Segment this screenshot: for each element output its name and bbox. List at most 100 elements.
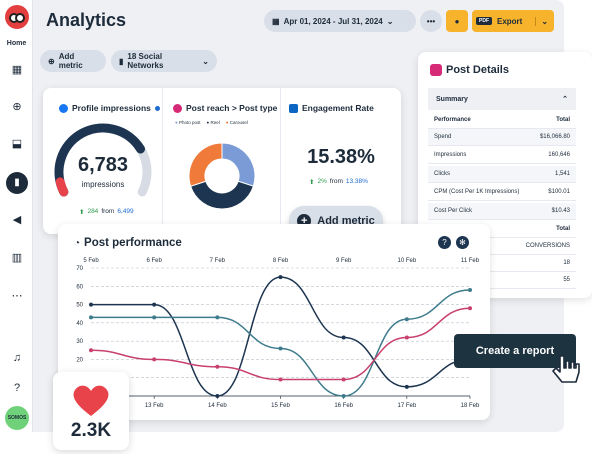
donut-slice — [188, 142, 223, 187]
bottom-tick-label: 18 Feb — [461, 403, 480, 409]
series-point — [215, 364, 220, 369]
top-tick-label: 6 Feb — [146, 258, 162, 264]
owl-logo[interactable] — [5, 5, 29, 29]
reach-donut — [188, 142, 256, 210]
engagement-from-value: 13.38% — [345, 178, 368, 185]
gauge-accent-arc — [55, 177, 69, 197]
help-icon[interactable]: ? — [438, 236, 451, 249]
reach-title: Post reach > Post type — [186, 103, 278, 113]
series-point — [341, 377, 346, 382]
bottom-tick-label: 14 Feb — [208, 403, 227, 409]
plus-circle-icon: ⊕ — [48, 56, 55, 66]
series-point — [468, 306, 472, 311]
plus-circle-icon[interactable]: ⊕ — [12, 101, 22, 113]
home-label[interactable]: Home — [6, 40, 27, 47]
extra-row-1: 18 — [428, 255, 576, 272]
bell-icon[interactable]: ♫ — [12, 352, 22, 364]
col-conversions: CONVERSIONS — [525, 243, 570, 249]
up-arrow-icon: ⬆ — [309, 179, 315, 186]
series-point — [89, 302, 93, 307]
sidebar: Home ▦ ⊕ ⬓ ▮ ◀ ▥ ⋯ ♫ ? SOMOS — [0, 0, 33, 432]
col-performance: Performance — [434, 117, 471, 123]
engagement-value: 15.38% — [307, 146, 375, 168]
instagram-icon — [430, 64, 442, 76]
reach-legend: ● Photo post ● Reel ● Carousel — [175, 120, 248, 125]
user-plus-icon: ● — [454, 16, 460, 26]
more-button[interactable]: ••• — [420, 10, 442, 32]
networks-filter[interactable]: ▮ 18 Social Networks ⌄ — [111, 50, 217, 72]
export-label: Export — [497, 16, 523, 26]
bar-chart-icon: ▮ — [119, 56, 124, 66]
summary-header[interactable]: Summary ⌃ — [428, 88, 576, 110]
legend-carousel: ● Carousel — [225, 120, 248, 125]
top-tick-label: 8 Feb — [273, 258, 289, 264]
add-metric-label: Add metric — [58, 52, 83, 70]
series-point — [278, 377, 283, 382]
y-tick-label: 50 — [76, 303, 83, 309]
megaphone-icon[interactable]: ◀ — [12, 214, 22, 226]
post-details-title: Post Details — [446, 64, 509, 76]
date-range-text: Apr 01, 2024 - Jul 31, 2024 — [283, 16, 383, 26]
bottom-tick-label: 15 Feb — [271, 403, 290, 409]
impressions-delta: ⬆ 284 from 6,499 — [79, 208, 134, 216]
bars-icon[interactable]: ▥ — [11, 252, 23, 264]
row-label: Spend — [434, 134, 452, 140]
top-tick-label: 9 Feb — [336, 258, 352, 264]
calendar-icon: ▦ — [272, 16, 280, 26]
engagement-title: Engagement Rate — [302, 103, 374, 113]
impressions-card: Profile impressions 6,783 impressions ⬆ … — [43, 88, 163, 224]
hand-cursor-icon — [552, 355, 580, 383]
row-label: Cost Per Click — [434, 207, 473, 214]
post-performance-card: ◔ Post performance ? ✻ 102030405060705 F… — [58, 224, 490, 420]
chevron-down-icon[interactable]: ⌄ — [535, 16, 548, 26]
gear-icon[interactable]: ✻ — [456, 236, 469, 249]
create-report-button[interactable]: Create a report — [454, 334, 576, 368]
series-point — [404, 384, 409, 389]
donut-slice — [189, 180, 255, 210]
row-label: Impressions — [434, 152, 467, 159]
series-point — [215, 394, 220, 398]
series-point — [152, 357, 157, 362]
engagement-from-text: from — [329, 178, 343, 185]
row-value: $16,066.80 — [539, 134, 570, 140]
col-total-2: Total — [556, 226, 570, 232]
help-icon[interactable]: ? — [13, 382, 21, 394]
info-dot-icon — [154, 105, 160, 111]
series-point — [215, 315, 220, 320]
calendar-icon[interactable]: ▦ — [11, 64, 23, 76]
y-tick-label: 60 — [76, 284, 83, 290]
series-point — [278, 275, 283, 280]
inbox-icon[interactable]: ⬓ — [11, 138, 23, 150]
page-title: Analytics — [46, 10, 127, 30]
series-point — [278, 346, 283, 351]
y-tick-label: 20 — [76, 357, 83, 363]
user-add-button[interactable]: ● — [446, 10, 468, 32]
delta-from-text: from — [101, 208, 115, 215]
row-value: $10.43 — [551, 207, 570, 214]
engagement-delta-value: 2% — [317, 178, 327, 185]
facebook-icon — [59, 103, 68, 113]
bottom-tick-label: 16 Feb — [334, 403, 353, 409]
date-range-picker[interactable]: ▦ Apr 01, 2024 - Jul 31, 2024 ⌄ — [264, 10, 416, 32]
linkedin-icon — [289, 103, 298, 113]
extra-value-1: 18 — [563, 260, 570, 266]
avatar[interactable]: SOMOS — [5, 406, 29, 430]
more-icon[interactable]: ⋯ — [11, 290, 23, 302]
export-button[interactable]: PDF Export ⌄ — [472, 10, 554, 32]
engagement-delta: ⬆ 2% from 13.38% — [309, 178, 368, 186]
series-point — [404, 317, 409, 322]
analytics-icon[interactable]: ▮ — [6, 172, 28, 194]
add-metric-pill[interactable]: ⊕ Add metric — [40, 50, 106, 72]
series-point — [152, 302, 157, 307]
row-label: Clicks — [434, 170, 450, 177]
legend-photo: ● Photo post — [175, 120, 201, 125]
series-point — [341, 394, 346, 398]
networks-label: 18 Social Networks — [127, 52, 164, 70]
gauge-arc — [54, 123, 146, 197]
chevron-down-icon: ⌄ — [202, 56, 209, 66]
performance-header: Performance Total — [428, 112, 576, 129]
row-value: 1,541 — [554, 170, 570, 177]
top-tick-label: 11 Feb — [461, 258, 480, 264]
chart-icon: ◔ — [74, 237, 81, 249]
